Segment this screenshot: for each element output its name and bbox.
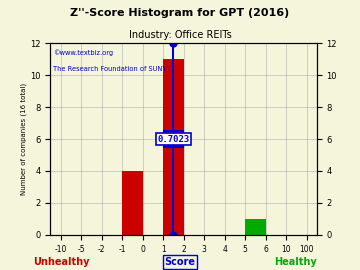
Text: The Research Foundation of SUNY: The Research Foundation of SUNY <box>53 66 167 72</box>
Text: Industry: Office REITs: Industry: Office REITs <box>129 30 231 40</box>
Text: Unhealthy: Unhealthy <box>33 257 89 267</box>
Text: Score: Score <box>165 257 195 267</box>
Text: ©www.textbiz.org: ©www.textbiz.org <box>53 49 113 56</box>
Y-axis label: Number of companies (16 total): Number of companies (16 total) <box>21 83 27 195</box>
Text: Healthy: Healthy <box>274 257 316 267</box>
Bar <box>245 219 266 235</box>
Text: 0.7023: 0.7023 <box>157 134 189 144</box>
Text: Z''-Score Histogram for GPT (2016): Z''-Score Histogram for GPT (2016) <box>70 8 290 18</box>
Bar <box>163 59 184 235</box>
Bar <box>122 171 143 235</box>
